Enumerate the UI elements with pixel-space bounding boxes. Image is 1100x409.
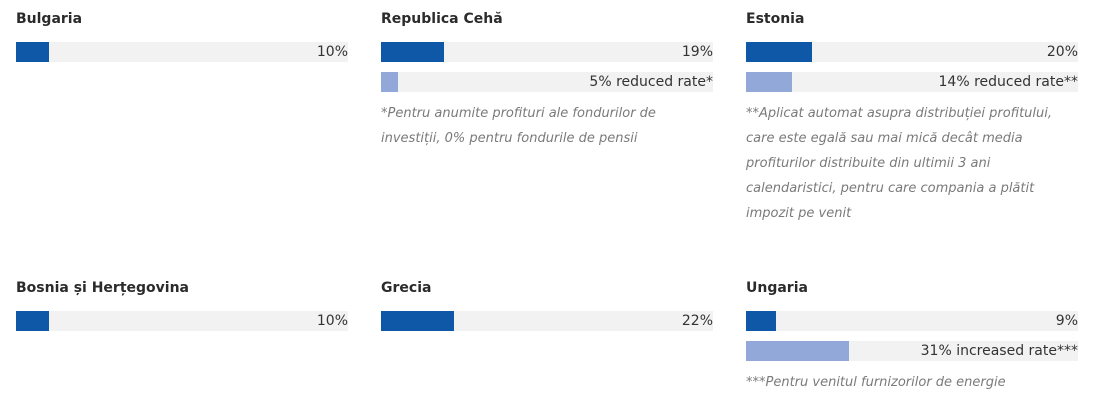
bar-value-label: 20% — [1046, 44, 1078, 60]
bar-track — [746, 42, 1078, 62]
bar-fill-secondary — [746, 72, 793, 92]
bar-row-secondary: 5% reduced rate* — [381, 72, 713, 92]
bar-fill-primary — [16, 311, 50, 331]
bar-track — [746, 311, 1078, 331]
bar-fill-primary — [16, 42, 50, 62]
bar-value-label: 14% reduced rate** — [938, 74, 1078, 90]
bar-row-secondary: 31% increased rate*** — [746, 341, 1078, 361]
bar-fill-secondary — [746, 341, 849, 361]
bar-fill-primary — [381, 42, 445, 62]
bar-row-primary: 19% — [381, 42, 713, 62]
country-card-grecia: Grecia 22% — [381, 279, 713, 331]
country-card-bulgaria: Bulgaria 10% — [16, 10, 348, 62]
footnote: ***Pentru venitul furnizorilor de energi… — [746, 375, 1006, 390]
bar-row-primary: 20% — [746, 42, 1078, 62]
bar-track — [381, 42, 713, 62]
country-card-estonia: Estonia 20% 14% reduced rate** **Aplicat au… — [746, 10, 1078, 226]
country-name: Ungaria — [746, 280, 808, 296]
bar-row-primary: 10% — [16, 42, 348, 62]
bar-value-label: 10% — [316, 313, 348, 329]
bar-row-primary: 9% — [746, 311, 1078, 331]
bar-value-label: 22% — [681, 313, 713, 329]
bar-track — [16, 311, 348, 331]
bar-fill-secondary — [381, 72, 398, 92]
bar-fill-primary — [746, 42, 813, 62]
bar-row-primary: 10% — [16, 311, 348, 331]
footnote: *Pentru anumite profituri ale fondurilor… — [381, 106, 656, 146]
country-card-republica-ceha: Republica Cehă 19% 5% reduced rate* *Pentru… — [381, 10, 713, 151]
country-name: Republica Cehă — [381, 11, 503, 27]
footnote: **Aplicat automat asupra distribuției pr… — [746, 106, 1053, 221]
bar-value-label: 31% increased rate*** — [920, 343, 1078, 359]
bar-track — [381, 72, 713, 92]
country-name: Bulgaria — [16, 11, 83, 27]
country-name: Bosnia și Herțegovina — [16, 280, 189, 296]
country-card-ungaria: Ungaria 9% 31% increased rate*** ***Pentru … — [746, 279, 1078, 395]
bar-track — [16, 42, 348, 62]
bar-value-label: 10% — [316, 44, 348, 60]
country-name: Estonia — [746, 11, 805, 27]
bar-value-label: 9% — [1055, 313, 1078, 329]
bar-track — [746, 72, 1078, 92]
country-card-bosnia-si-hertegovina: Bosnia și Herțegovina 10% — [16, 279, 348, 331]
bar-fill-primary — [381, 311, 455, 331]
bar-value-label: 19% — [681, 44, 713, 60]
bar-value-label: 5% reduced rate* — [589, 74, 713, 90]
bar-row-secondary: 14% reduced rate** — [746, 72, 1078, 92]
bar-fill-primary — [746, 311, 776, 331]
bar-track — [381, 311, 713, 331]
bar-row-primary: 22% — [381, 311, 713, 331]
country-name: Grecia — [381, 280, 432, 296]
